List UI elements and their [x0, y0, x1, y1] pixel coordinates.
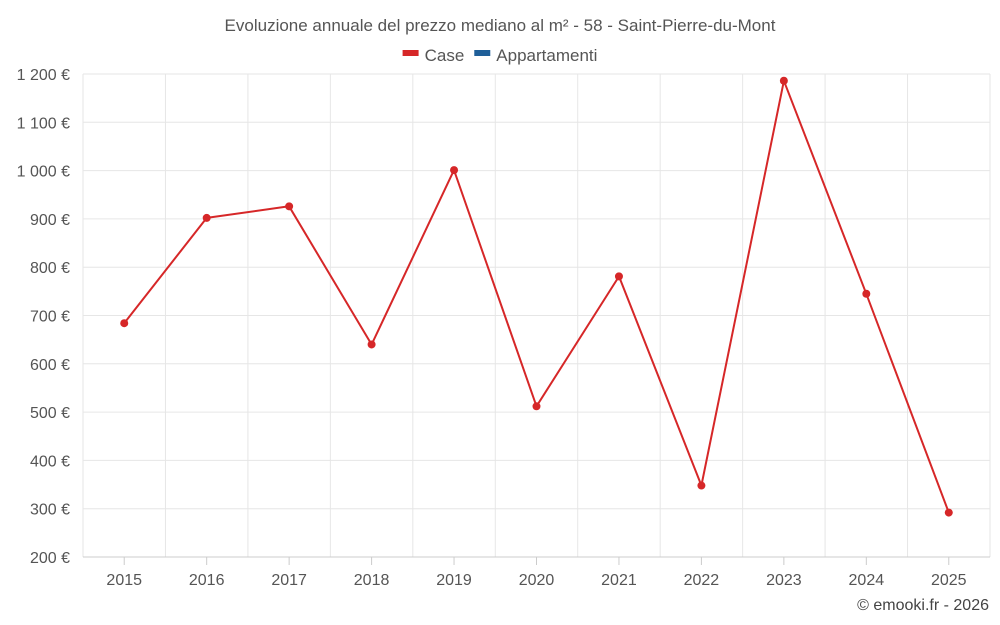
- data-point: [120, 319, 129, 328]
- data-point: [862, 289, 871, 298]
- x-tick-label: 2024: [849, 572, 885, 589]
- y-tick-label: 700 €: [30, 309, 70, 326]
- x-tick-label: 2022: [684, 572, 720, 589]
- x-tick-label: 2015: [106, 572, 142, 589]
- legend-item-appartamenti: Appartamenti: [474, 46, 597, 65]
- data-point: [532, 402, 541, 411]
- y-tick-label: 500 €: [30, 405, 70, 422]
- y-axis: 200 € 300 € 400 € 500 € 600 € 700 € 800 € 900 €…: [17, 67, 70, 567]
- legend-label: Case: [425, 46, 465, 65]
- y-tick-label: 200 €: [30, 550, 70, 567]
- x-tick-label: 2025: [931, 572, 967, 589]
- data-point: [697, 481, 706, 490]
- chart-legend: Case Appartamenti: [402, 46, 597, 65]
- legend-swatch: [402, 50, 419, 56]
- chart-title: Evoluzione annuale del prezzo mediano al…: [225, 16, 776, 35]
- x-tick-label: 2018: [354, 572, 390, 589]
- x-tick-label: 2021: [601, 572, 637, 589]
- chart-grid: [82, 73, 991, 558]
- y-tick-label: 1 100 €: [17, 115, 70, 132]
- y-tick-label: 900 €: [30, 212, 70, 229]
- data-point: [450, 166, 459, 175]
- legend-swatch: [474, 50, 491, 56]
- x-tick-label: 2016: [189, 572, 225, 589]
- y-tick-label: 1 000 €: [17, 164, 70, 181]
- legend-label: Appartamenti: [496, 46, 597, 65]
- y-tick-label: 800 €: [30, 260, 70, 277]
- data-point: [202, 213, 211, 222]
- legend-item-case: Case: [402, 46, 465, 65]
- y-tick-label: 400 €: [30, 453, 70, 470]
- data-point: [944, 508, 953, 517]
- data-point: [285, 202, 294, 211]
- y-tick-label: 300 €: [30, 502, 70, 519]
- series-layer: [120, 76, 953, 517]
- x-tick-label: 2020: [519, 572, 555, 589]
- x-axis: 2015 2016 2017 2018 2019 2020 2021 2022 2023 2024…: [83, 556, 990, 589]
- y-tick-label: 600 €: [30, 357, 70, 374]
- credit-text: © emooki.fr - 2026: [857, 597, 989, 614]
- x-tick-label: 2017: [271, 572, 307, 589]
- data-point: [614, 272, 623, 281]
- data-point: [779, 76, 788, 85]
- x-tick-label: 2023: [766, 572, 802, 589]
- y-tick-label: 1 200 €: [17, 67, 70, 84]
- x-tick-label: 2019: [436, 572, 472, 589]
- data-point: [367, 340, 376, 349]
